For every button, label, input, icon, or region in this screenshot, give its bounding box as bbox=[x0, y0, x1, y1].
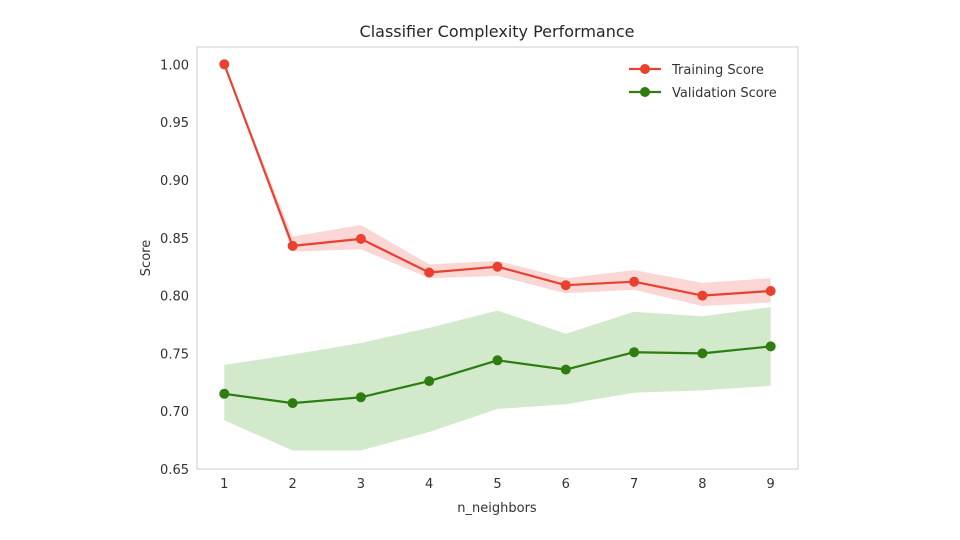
training-score-point bbox=[697, 290, 708, 301]
validation-score-point bbox=[560, 364, 571, 375]
validation-score-point bbox=[629, 347, 640, 358]
x-tick-label: 2 bbox=[288, 477, 296, 492]
x-tick-label: 5 bbox=[493, 477, 501, 492]
y-axis-ticks: 0.65 0.70 0.75 0.80 0.85 0.90 0.95 1.00 bbox=[160, 58, 189, 478]
legend: Training Score Validation Score bbox=[629, 63, 777, 101]
x-tick-label: 3 bbox=[357, 477, 365, 492]
training-score-band bbox=[224, 64, 771, 306]
x-tick-label: 6 bbox=[562, 477, 570, 492]
plot-frame bbox=[196, 46, 799, 470]
training-score-point bbox=[560, 280, 571, 291]
y-tick-label: 0.70 bbox=[160, 405, 189, 420]
validation-score-point bbox=[287, 398, 298, 409]
y-tick-label: 0.75 bbox=[160, 347, 189, 362]
training-score-point bbox=[765, 286, 776, 296]
validation-score-point bbox=[697, 348, 708, 359]
validation-score-point bbox=[492, 355, 503, 366]
validation-score-point bbox=[219, 388, 230, 399]
y-tick-label: 0.80 bbox=[160, 290, 189, 305]
legend-validation-score-label: Validation Score bbox=[672, 86, 777, 101]
legend-training-score-marker bbox=[640, 64, 650, 74]
y-tick-label: 0.95 bbox=[160, 116, 189, 131]
training-score-point bbox=[287, 240, 298, 251]
x-tick-label: 4 bbox=[425, 477, 433, 492]
training-score-point bbox=[629, 276, 640, 287]
validation-score-point bbox=[424, 376, 435, 387]
y-tick-label: 0.65 bbox=[160, 463, 189, 478]
training-score-point bbox=[219, 59, 230, 70]
chart-title: Classifier Complexity Performance bbox=[360, 22, 635, 41]
training-score-point bbox=[424, 267, 435, 278]
legend-training-score-label: Training Score bbox=[671, 63, 764, 78]
y-tick-label: 0.85 bbox=[160, 232, 189, 247]
legend-validation-score-marker bbox=[640, 87, 650, 97]
confidence-bands bbox=[224, 64, 771, 451]
validation-score-point bbox=[765, 341, 776, 352]
series-markers bbox=[219, 59, 776, 409]
x-axis-label: n_neighbors bbox=[457, 501, 537, 516]
validation-score-band bbox=[224, 307, 771, 451]
x-tick-label: 8 bbox=[698, 477, 706, 492]
validation-score-point bbox=[355, 392, 366, 403]
y-tick-label: 1.00 bbox=[160, 58, 189, 73]
x-tick-label: 7 bbox=[630, 477, 638, 492]
x-tick-label: 9 bbox=[767, 477, 775, 492]
x-axis-ticks: 1 2 3 4 5 6 7 8 9 bbox=[220, 477, 775, 492]
training-score-point bbox=[492, 261, 503, 272]
training-score-point bbox=[355, 233, 366, 244]
y-tick-label: 0.90 bbox=[160, 174, 189, 189]
y-axis-label: Score bbox=[139, 240, 154, 276]
x-tick-label: 1 bbox=[220, 477, 228, 492]
